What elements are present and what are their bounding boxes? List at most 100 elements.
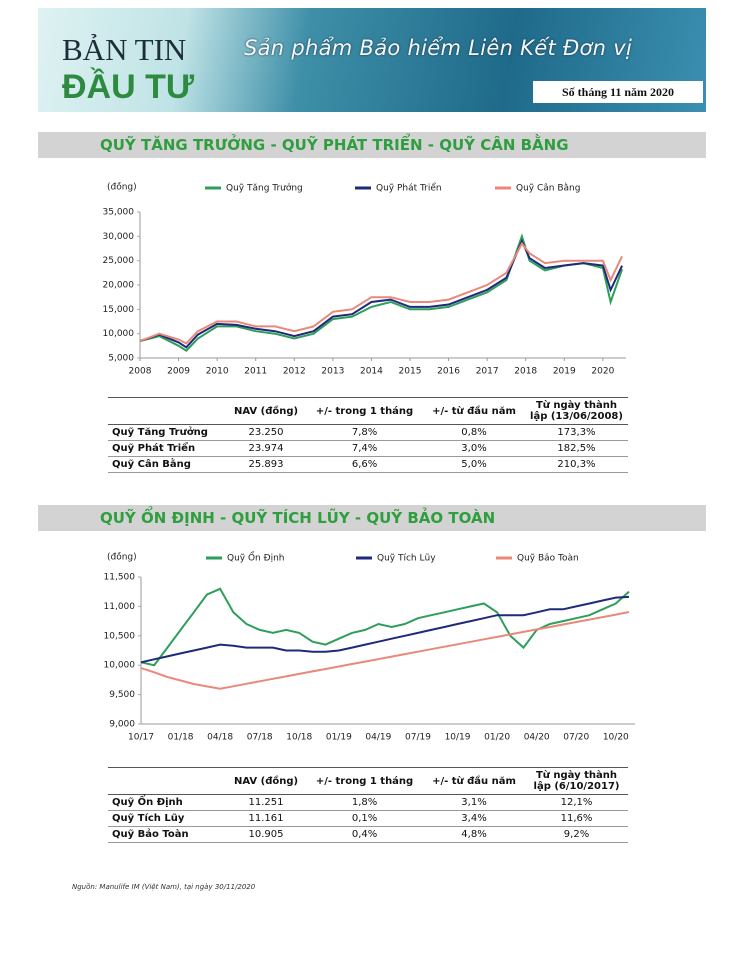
cell: 3,4% [423,810,525,827]
cell: 11.161 [226,810,307,827]
table: NAV (đồng) +/- trong 1 tháng +/- từ đầu nă… [108,397,628,473]
cell: 25.893 [226,456,307,473]
x-tick-label: 2012 [283,367,306,377]
legend-label: Quỹ Ổn Định [227,551,285,564]
cell: 7,8% [306,424,424,441]
y-tick-label: 10,000 [103,329,135,339]
cell: 10.905 [226,826,307,843]
cell: 173,3% [525,424,628,441]
y-axis-label: (đồng) [107,182,137,193]
cell: 5,0% [423,456,525,473]
header-cell: +/- trong 1 tháng [306,767,424,795]
cell: 7,4% [306,440,424,457]
x-tick-label: 07/20 [563,733,589,743]
source: Nguồn: Manulife IM (Việt Nam), tại ngày … [72,883,256,891]
x-tick-label: 01/20 [484,733,510,743]
y-tick-label: 9,500 [109,690,135,700]
x-tick-label: 2008 [129,367,152,377]
y-tick-label: 25,000 [103,256,135,266]
y-tick-label: 35,000 [103,208,135,218]
series-line [139,241,624,345]
y-axis-label: (đồng) [107,552,137,563]
row: Quỹ Phát Triển 23.974 7,4% 3,0% 182,5% [108,440,628,457]
cell: 210,3% [525,456,628,473]
x-tick-label: 04/18 [207,733,233,743]
header-cell: +/- từ đầu năm [423,767,525,795]
x-tick-label: 2017 [476,367,499,377]
cell: 11.251 [226,794,307,811]
header-cell: Từ ngày thành lập (6/10/2017) [525,767,628,795]
table: NAV (đồng) +/- trong 1 tháng +/- từ đầu nă… [108,767,628,843]
cell: Quỹ Tích Lũy [108,810,226,827]
x-tick-label: 2014 [360,367,383,377]
legend-label: Quỹ Phát Triển [376,183,442,194]
series-line [140,595,630,664]
header-row: NAV (đồng) +/- trong 1 tháng +/- từ đầu nă… [108,397,628,425]
x-tick-label: 2009 [167,367,190,377]
y-tick-label: 9,000 [109,720,135,730]
subtitle: Sản phẩm Bảo hiểm Liên Kết Đơn vị [244,36,633,60]
title-line1: BẢN TIN [62,32,187,67]
y-tick-label: 11,500 [104,573,136,583]
x-tick-label: 04/20 [524,733,550,743]
header-cell: +/- trong 1 tháng [306,397,424,425]
legend-label: Quỹ Bảo Toàn [517,553,579,564]
x-tick-label: 2018 [514,367,537,377]
y-tick-label: 10,000 [104,661,136,671]
cell: Quỹ Bảo Toàn [108,826,226,843]
cell: 23.250 [226,424,307,441]
y-tick-label: 11,000 [104,602,136,612]
cell: Quỹ Phát Triển [108,440,226,457]
x-tick-label: 04/19 [365,733,391,743]
cell: 1,8% [306,794,424,811]
banner: BẢN TIN ĐẦU TƯ Sản phẩm Bảo hiểm Liên Kế… [38,8,706,112]
x-tick-label: 07/19 [405,733,431,743]
cell: 3,1% [423,794,525,811]
header-cell: NAV (đồng) [226,397,307,425]
header-cell: +/- từ đầu năm [423,397,525,425]
header-cell: Từ ngày thành lập (13/06/2008) [525,397,628,425]
x-tick-label: 2016 [437,367,460,377]
x-tick-label: 2010 [206,367,229,377]
cell: Quỹ Tăng Trưởng [108,424,226,441]
legend-label: Quỹ Cân Bằng [516,183,580,194]
title-line2: ĐẦU TƯ [62,68,195,106]
header-cell [108,397,226,425]
series-line [139,233,624,352]
x-tick-label: 10/19 [445,733,471,743]
x-tick-label: 2019 [553,367,576,377]
y-tick-label: 10,500 [104,631,136,641]
header-cell [108,767,226,795]
header-row: NAV (đồng) +/- trong 1 tháng +/- từ đầu nă… [108,767,628,795]
cell: 4,8% [423,826,525,843]
legend-label: Quỹ Tích Lũy [377,554,436,564]
cell: 12,1% [525,794,628,811]
x-tick-label: 07/18 [247,733,273,743]
section-heading: QUỸ ỔN ĐỊNH - QUỸ TÍCH LŨY - QUỸ BẢO TOÀ… [38,505,706,531]
row: Quỹ Tích Lũy 11.161 0,1% 3,4% 11,6% [108,810,628,827]
cell: 0,1% [306,810,424,827]
cell: 0,4% [306,826,424,843]
row: Quỹ Tăng Trưởng 23.250 7,8% 0,8% 173,3% [108,424,628,441]
y-tick-label: 15,000 [103,305,135,315]
cell: 11,6% [525,810,628,827]
cell: 23.974 [226,440,307,457]
cell: 0,8% [423,424,525,441]
x-tick-label: 10/18 [286,733,312,743]
header-cell: NAV (đồng) [226,767,307,795]
x-tick-label: 10/20 [603,733,629,743]
cell: 3,0% [423,440,525,457]
x-tick-label: 2013 [321,367,344,377]
legend-label: Quỹ Tăng Trưởng [226,183,303,194]
section-heading: QUỸ TĂNG TRƯỞNG - QUỸ PHÁT TRIỂN - QUỸ C… [38,132,706,158]
y-tick-label: 30,000 [103,232,135,242]
chart: (đồng) 9,000 9,500 10,000 10,500 11,000 11,500… [104,551,635,743]
series-line [139,238,624,349]
issue: Số tháng 11 năm 2020 [533,81,703,103]
cell: 9,2% [525,826,628,843]
cell: Quỹ Ổn Định [108,794,226,811]
cell: 6,6% [306,456,424,473]
chart: (đồng) 5,000 10,000 15,000 20,000 25,000 30,00… [103,182,626,377]
row: Quỹ Bảo Toàn 10.905 0,4% 4,8% 9,2% [108,826,628,843]
